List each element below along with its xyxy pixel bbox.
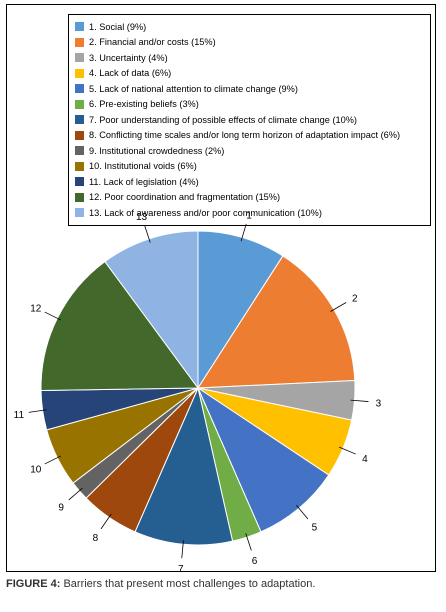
figure-caption: FIGURE 4: Barriers that present most cha… (6, 578, 315, 590)
legend-swatch (75, 208, 84, 218)
slice-label: 6 (252, 556, 258, 567)
legend-item: 7. Poor understanding of possible effect… (75, 112, 430, 128)
leader-line (350, 399, 369, 402)
legend-label: 9. Institutional crowdedness (2%) (89, 145, 225, 156)
legend-swatch (75, 99, 84, 109)
legend-item: 5. Lack of national attention to climate… (75, 81, 430, 97)
legend-swatch (75, 53, 84, 63)
legend-swatch (75, 130, 84, 140)
leader-line (330, 302, 347, 312)
legend-item: 3. Uncertainty (4%) (75, 50, 430, 66)
legend-label: 6. Pre-existing beliefs (3%) (89, 99, 199, 110)
slice-label: 5 (312, 523, 318, 534)
leader-line (245, 533, 252, 551)
slice-label: 13 (136, 212, 148, 223)
legend-swatch (75, 22, 84, 32)
slice-label: 4 (362, 454, 368, 465)
leader-line (240, 223, 247, 242)
slice-label: 10 (30, 464, 42, 475)
legend-label: 8. Conflicting time scales and/or long t… (89, 130, 400, 141)
leader-line (28, 409, 47, 413)
chart-legend: 1. Social (9%) 2. Financial and/or costs … (68, 14, 431, 226)
legend-item: 2. Financial and/or costs (15%) (75, 35, 430, 51)
legend-item: 10. Institutional voids (6%) (75, 159, 430, 175)
legend-item: 6. Pre-existing beliefs (3%) (75, 97, 430, 113)
leader-line (338, 446, 356, 455)
legend-item: 12. Poor coordination and fragmentation … (75, 190, 430, 206)
legend-item: 11. Lack of legislation (4%) (75, 174, 430, 190)
slice-label: 12 (30, 304, 42, 315)
legend-label: 12. Poor coordination and fragmentation … (89, 192, 281, 203)
slice-label: 1 (246, 210, 252, 221)
legend-swatch (75, 68, 84, 78)
slice-label: 7 (178, 564, 184, 575)
figure-label: FIGURE 4: (6, 578, 61, 590)
legend-swatch (75, 192, 84, 202)
legend-swatch (75, 84, 84, 94)
legend-label: 10. Institutional voids (6%) (89, 161, 197, 172)
legend-swatch (75, 146, 84, 156)
legend-swatch (75, 115, 84, 125)
slice-label: 8 (93, 533, 99, 544)
leader-line (68, 487, 83, 501)
legend-label: 4. Lack of data (6%) (89, 68, 172, 79)
leader-line (44, 311, 62, 321)
leader-line (44, 455, 62, 465)
leader-line (296, 504, 309, 520)
slice-label: 3 (376, 398, 382, 409)
leader-line (100, 513, 112, 530)
legend-label: 13. Lack of awareness and/or poor commun… (89, 207, 322, 218)
legend-item: 13. Lack of awareness and/or poor commun… (75, 205, 430, 221)
legend-item: 4. Lack of data (6%) (75, 66, 430, 82)
legend-item: 9. Institutional crowdedness (2%) (75, 143, 430, 159)
leader-line (144, 225, 151, 243)
legend-swatch (75, 37, 84, 47)
legend-item: 8. Conflicting time scales and/or long t… (75, 128, 430, 144)
slice-label: 2 (352, 294, 358, 305)
legend-label: 5. Lack of national attention to climate… (89, 83, 298, 94)
legend-swatch (75, 177, 84, 187)
legend-label: 2. Financial and/or costs (15%) (89, 37, 216, 48)
slice-label: 9 (58, 503, 64, 514)
legend-label: 1. Social (9%) (89, 21, 147, 32)
legend-swatch (75, 161, 84, 171)
leader-line (181, 540, 184, 559)
figure-caption-text: Barriers that present most challenges to… (60, 578, 316, 590)
legend-label: 11. Lack of legislation (4%) (89, 176, 199, 187)
legend-item: 1. Social (9%) (75, 19, 430, 35)
slice-label: 11 (14, 410, 25, 421)
legend-label: 3. Uncertainty (4%) (89, 52, 168, 63)
legend-label: 7. Poor understanding of possible effect… (89, 114, 357, 125)
